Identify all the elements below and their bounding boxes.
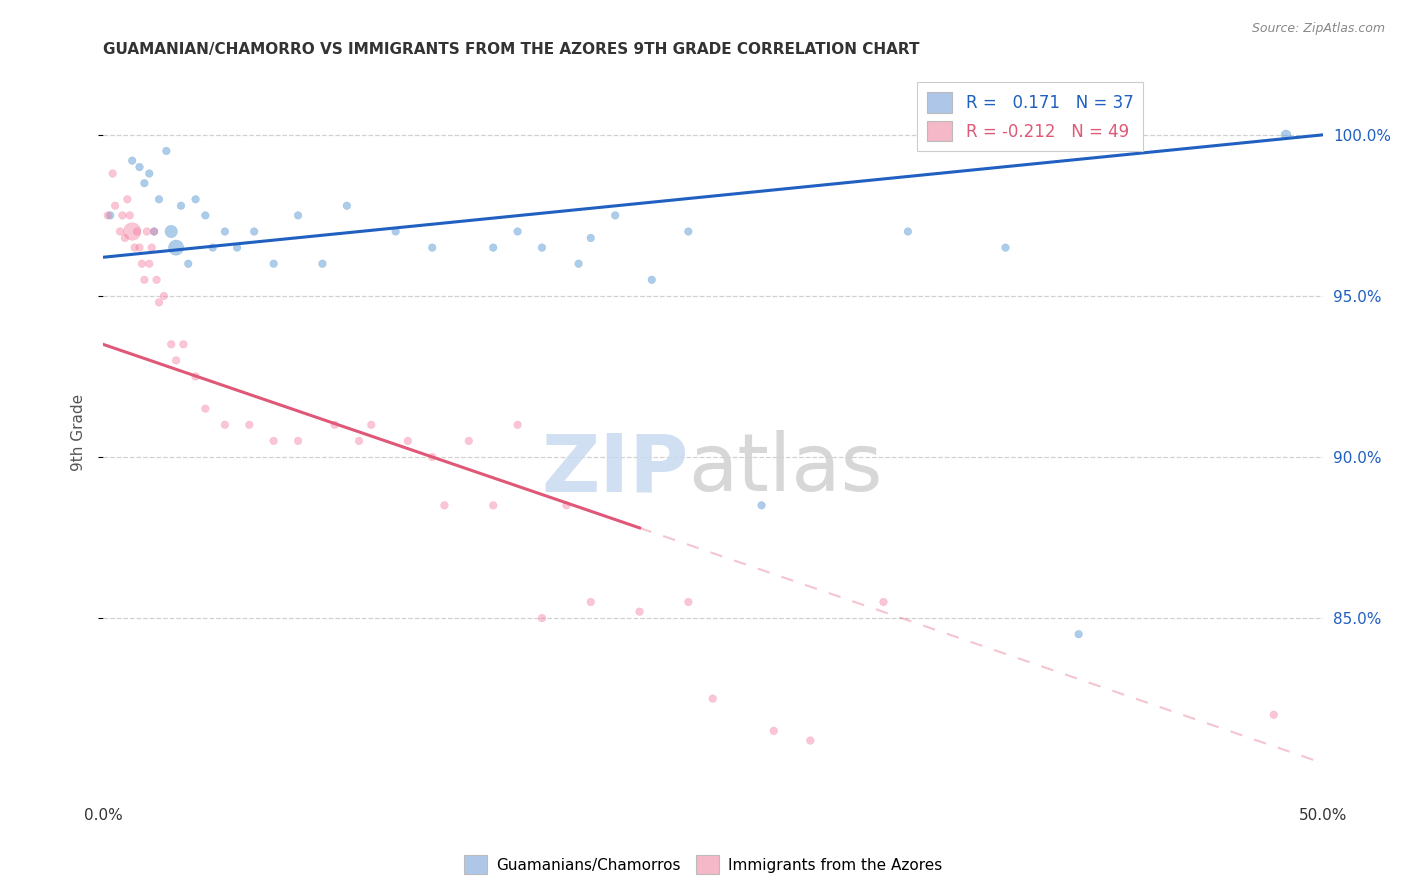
Point xyxy=(605,208,627,222)
Point xyxy=(172,337,194,351)
Legend: Guamanians/Chamorros, Immigrants from the Azores: Guamanians/Chamorros, Immigrants from th… xyxy=(458,849,948,880)
Point xyxy=(641,273,664,287)
Point xyxy=(108,225,131,239)
Point xyxy=(457,434,479,448)
Point xyxy=(124,241,146,255)
Text: GUAMANIAN/CHAMORRO VS IMMIGRANTS FROM THE AZORES 9TH GRADE CORRELATION CHART: GUAMANIAN/CHAMORRO VS IMMIGRANTS FROM TH… xyxy=(103,42,920,57)
Point xyxy=(101,167,124,181)
Point xyxy=(751,499,773,513)
Point xyxy=(287,434,309,448)
Point xyxy=(138,167,160,181)
Point xyxy=(568,257,591,271)
Point xyxy=(555,499,578,513)
Point xyxy=(897,225,920,239)
Point xyxy=(263,434,285,448)
Point xyxy=(111,208,134,222)
Point xyxy=(134,273,156,287)
Point xyxy=(160,337,183,351)
Point xyxy=(1067,627,1090,641)
Point xyxy=(336,199,359,213)
Point xyxy=(201,241,224,255)
Point xyxy=(128,241,150,255)
Point xyxy=(396,434,419,448)
Point xyxy=(104,199,127,213)
Point xyxy=(287,208,309,222)
Point xyxy=(131,257,153,271)
Point xyxy=(238,417,260,432)
Point xyxy=(155,144,177,158)
Point xyxy=(530,611,553,625)
Point xyxy=(872,595,894,609)
Point xyxy=(762,723,785,738)
Point xyxy=(134,176,156,190)
Point xyxy=(678,225,700,239)
Point xyxy=(165,353,187,368)
Point xyxy=(118,208,141,222)
Point xyxy=(128,160,150,174)
Point xyxy=(579,231,602,245)
Point xyxy=(433,499,456,513)
Point xyxy=(98,208,121,222)
Point xyxy=(263,257,285,271)
Point xyxy=(702,691,724,706)
Point xyxy=(165,241,187,255)
Point xyxy=(506,225,529,239)
Point xyxy=(226,241,249,255)
Point xyxy=(1275,128,1298,142)
Point xyxy=(143,225,166,239)
Point xyxy=(194,208,217,222)
Point xyxy=(184,192,207,206)
Point xyxy=(121,225,143,239)
Point xyxy=(994,241,1017,255)
Point xyxy=(114,231,136,245)
Point xyxy=(1263,707,1285,722)
Point xyxy=(579,595,602,609)
Point xyxy=(482,499,505,513)
Point xyxy=(214,417,236,432)
Point xyxy=(420,450,443,464)
Point xyxy=(138,257,160,271)
Point xyxy=(360,417,382,432)
Point xyxy=(148,295,170,310)
Point xyxy=(160,225,183,239)
Point xyxy=(135,225,157,239)
Point xyxy=(143,225,166,239)
Point xyxy=(145,273,167,287)
Point xyxy=(530,241,553,255)
Point xyxy=(121,153,143,168)
Point xyxy=(184,369,207,384)
Point xyxy=(194,401,217,416)
Point xyxy=(678,595,700,609)
Point xyxy=(97,208,120,222)
Text: Source: ZipAtlas.com: Source: ZipAtlas.com xyxy=(1251,22,1385,36)
Point xyxy=(177,257,200,271)
Point xyxy=(799,733,821,747)
Point xyxy=(347,434,370,448)
Legend: R =   0.171   N = 37, R = -0.212   N = 49: R = 0.171 N = 37, R = -0.212 N = 49 xyxy=(917,82,1143,152)
Point xyxy=(420,241,443,255)
Point xyxy=(628,605,651,619)
Point xyxy=(141,241,163,255)
Text: atlas: atlas xyxy=(689,430,883,508)
Point xyxy=(148,192,170,206)
Point xyxy=(125,225,148,239)
Point xyxy=(214,225,236,239)
Point xyxy=(311,257,333,271)
Point xyxy=(384,225,406,239)
Text: ZIP: ZIP xyxy=(541,430,689,508)
Y-axis label: 9th Grade: 9th Grade xyxy=(72,394,86,471)
Point xyxy=(153,289,176,303)
Point xyxy=(482,241,505,255)
Point xyxy=(506,417,529,432)
Point xyxy=(117,192,139,206)
Point xyxy=(170,199,193,213)
Point xyxy=(323,417,346,432)
Point xyxy=(243,225,266,239)
